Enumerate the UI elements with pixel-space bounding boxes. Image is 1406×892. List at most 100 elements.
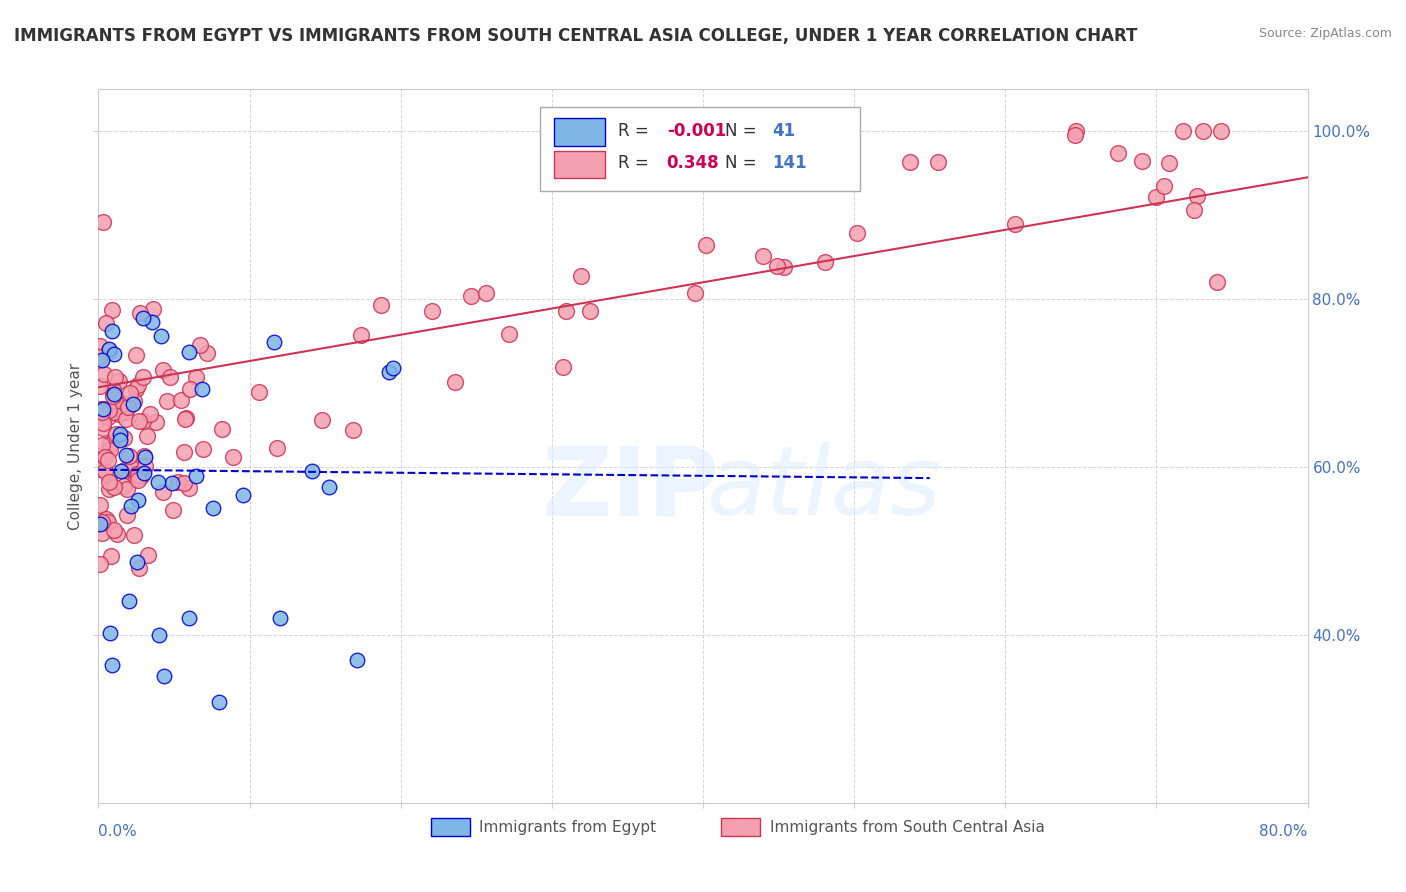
Point [318,480,340,494]
Point [460,289,482,303]
Point [145,415,167,429]
Point [1153,179,1175,194]
Text: Immigrants from Egypt: Immigrants from Egypt [479,821,657,835]
Point [97,344,120,359]
Point [91,405,114,419]
Point [146,475,169,489]
Point [89,558,111,572]
Point [222,450,245,465]
Point [900,154,922,169]
Point [127,473,149,487]
Point [115,508,138,523]
Point [173,476,195,491]
Point [97,515,120,529]
Text: N =: N = [724,154,762,172]
Point [232,488,254,502]
Point [139,408,162,422]
Point [104,370,127,384]
Point [91,401,114,416]
Text: ZIP: ZIP [541,442,720,535]
Point [114,405,136,419]
Point [100,549,122,564]
Point [120,499,142,513]
Point [1182,202,1205,217]
Text: Source: ZipAtlas.com: Source: ZipAtlas.com [1258,27,1392,40]
Point [152,363,174,377]
Point [89,402,111,417]
Point [108,407,131,421]
Point [128,414,150,428]
Point [122,528,145,542]
Point [195,345,218,359]
Point [125,348,148,362]
Point [927,155,949,169]
Point [695,238,717,252]
Point [121,461,143,475]
Text: IMMIGRANTS FROM EGYPT VS IMMIGRANTS FROM SOUTH CENTRAL ASIA COLLEGE, UNDER 1 YEA: IMMIGRANTS FROM EGYPT VS IMMIGRANTS FROM… [14,27,1137,45]
Point [179,382,201,396]
FancyBboxPatch shape [432,819,470,837]
Point [134,449,156,463]
Point [127,467,149,482]
Point [201,500,224,515]
Point [129,469,152,483]
Point [89,517,111,532]
Point [177,481,200,495]
Text: 80.0%: 80.0% [1260,824,1308,838]
Point [152,485,174,500]
Point [89,462,111,476]
Point [132,467,155,481]
Point [179,611,201,625]
Point [148,628,170,642]
Point [1157,156,1180,170]
Point [97,437,120,451]
Point [112,479,135,493]
Point [170,392,193,407]
Point [101,303,124,318]
Text: N =: N = [724,121,762,139]
Point [1173,124,1195,138]
Point [129,469,152,483]
Point [1211,124,1233,138]
Point [266,441,288,455]
Text: atlas: atlas [706,442,942,535]
Point [108,374,131,388]
Point [96,511,118,525]
Point [1144,190,1167,204]
Point [125,382,148,396]
Point [1206,275,1229,289]
Point [616,169,638,184]
Point [115,397,138,411]
Point [142,301,165,316]
Point [153,669,176,683]
Point [118,450,141,464]
Point [91,526,114,541]
Point [752,249,775,263]
Point [173,444,195,458]
Point [118,594,141,608]
Point [103,389,125,403]
Point [263,335,285,350]
FancyBboxPatch shape [554,152,605,178]
Point [177,344,200,359]
Point [443,375,465,389]
Point [97,483,120,497]
Point [97,452,120,467]
Point [1130,153,1153,168]
Point [114,463,136,477]
Point [155,394,177,409]
Point [117,400,139,414]
Point [773,260,796,274]
Point [101,388,124,402]
Point [128,560,150,574]
Point [90,438,112,452]
Point [141,315,163,329]
Point [104,393,127,408]
Point [188,337,211,351]
Point [90,352,112,367]
Point [132,311,155,326]
Point [89,339,111,353]
Point [420,304,443,318]
Point [115,448,138,462]
Point [1066,124,1088,138]
